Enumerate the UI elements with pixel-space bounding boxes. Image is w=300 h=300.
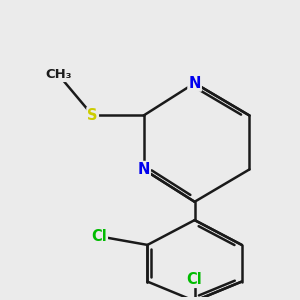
Text: CH₃: CH₃ — [45, 68, 71, 81]
Text: N: N — [137, 162, 150, 177]
Text: Cl: Cl — [187, 272, 202, 287]
Text: N: N — [188, 76, 201, 91]
Text: Cl: Cl — [91, 229, 107, 244]
Text: S: S — [87, 108, 98, 123]
